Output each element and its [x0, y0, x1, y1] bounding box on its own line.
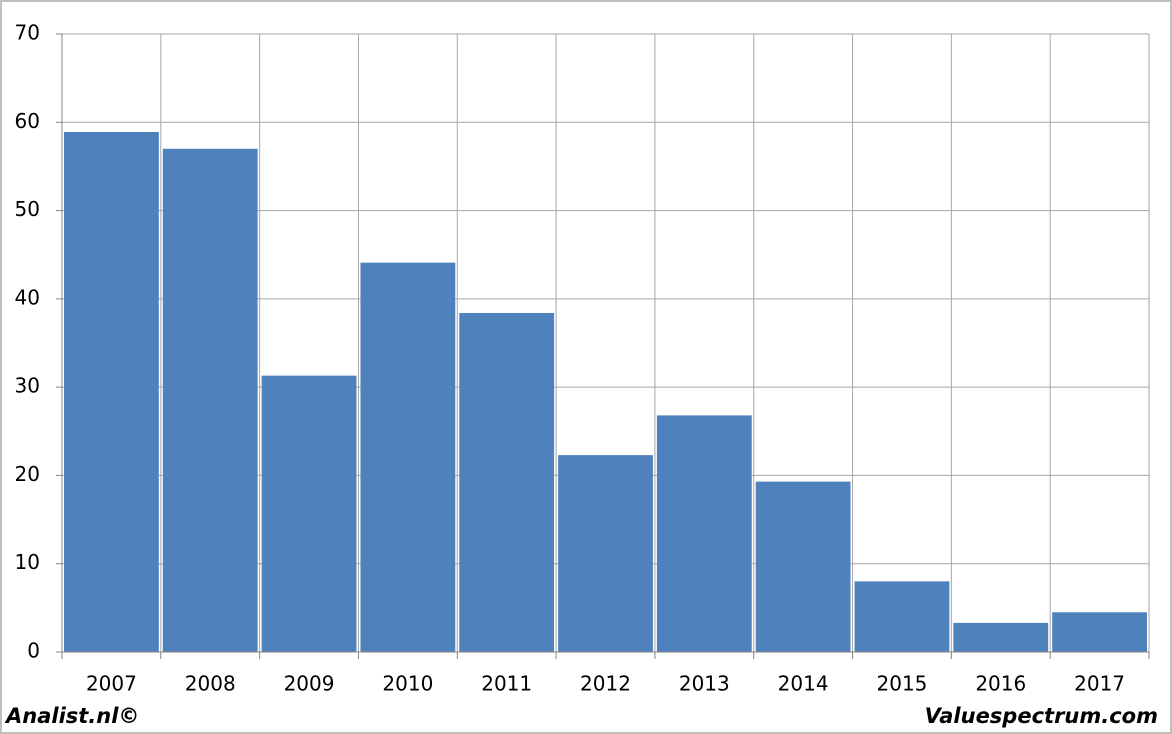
x-tick-label: 2010	[382, 672, 433, 696]
x-tick-label: 2015	[877, 672, 928, 696]
x-tick-label: 2014	[778, 672, 829, 696]
y-tick-label: 0	[27, 639, 40, 663]
x-tick-label: 2012	[580, 672, 631, 696]
bar	[558, 455, 653, 652]
y-tick-label: 40	[15, 285, 40, 309]
bar	[360, 262, 456, 652]
bar	[656, 415, 752, 652]
y-tick-label: 30	[15, 374, 40, 398]
bar	[162, 148, 258, 652]
x-tick-label: 2007	[86, 672, 137, 696]
x-tick-label: 2009	[284, 672, 335, 696]
y-tick-label: 10	[15, 550, 40, 574]
y-tick-label: 70	[15, 21, 40, 45]
y-tick-label: 50	[15, 197, 40, 221]
bar	[755, 481, 851, 652]
bar	[459, 312, 555, 652]
source-left: Analist.nl©	[4, 704, 139, 728]
y-tick-label: 20	[15, 462, 40, 486]
x-tick-label: 2008	[185, 672, 236, 696]
bar	[261, 375, 357, 652]
x-tick-label: 2016	[975, 672, 1026, 696]
bar	[1052, 612, 1147, 652]
source-right: Valuespectrum.com	[925, 704, 1158, 728]
x-tick-label: 2011	[481, 672, 532, 696]
bar	[953, 622, 1049, 652]
y-tick-label: 60	[15, 109, 40, 133]
x-tick-label: 2017	[1074, 672, 1125, 696]
x-tick-label: 2013	[679, 672, 730, 696]
bar	[854, 581, 950, 652]
bar	[64, 131, 159, 653]
